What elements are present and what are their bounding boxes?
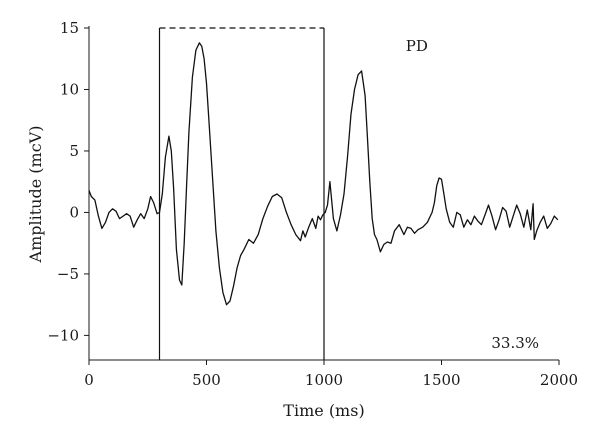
annotation-percent: 33.3% [491, 334, 539, 352]
y-axis-label: Amplitude (mcV) [26, 126, 45, 264]
y-tick-label: 5 [69, 142, 79, 160]
x-tick-label: 1500 [422, 371, 460, 389]
x-axis-label: Time (ms) [283, 401, 364, 420]
y-tick-label: −5 [57, 265, 79, 283]
x-tick-label: 1000 [305, 371, 343, 389]
series-group [88, 42, 559, 306]
y-tick-label: −10 [47, 326, 79, 344]
x-tick-label: 500 [192, 371, 221, 389]
x-tick-label: 0 [84, 371, 94, 389]
y-tick-label: 0 [69, 203, 79, 221]
annotation-label: PD [406, 37, 428, 55]
y-tick-label: 15 [60, 19, 79, 37]
highlight-window [158, 27, 325, 360]
series-line [88, 42, 559, 306]
x-ticks: 0 500 1000 1500 2000 [84, 360, 578, 389]
y-tick-label: 10 [60, 80, 79, 98]
x-tick-label: 2000 [540, 371, 578, 389]
y-ticks: −10 −5 0 5 10 15 [47, 19, 89, 344]
